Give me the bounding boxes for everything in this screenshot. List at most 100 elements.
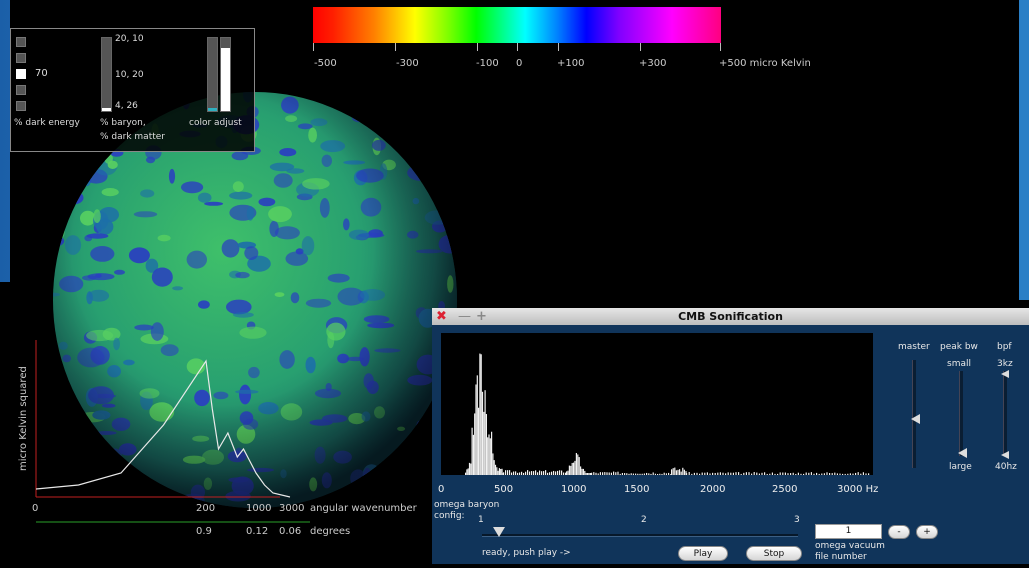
baryon-config-slider-thumb[interactable]: [493, 527, 505, 537]
baryon-mid-value: 10, 20: [115, 70, 144, 80]
sky-anisotropy-spot: [393, 93, 401, 113]
spectrum-bar: [748, 472, 750, 475]
spectrum-bar: [797, 472, 799, 475]
spectrum-bar: [709, 473, 711, 475]
color-adjust-high-slider[interactable]: [220, 37, 231, 112]
spectrum-bar: [868, 473, 870, 475]
audio-spectrum-display: [441, 333, 873, 475]
spectrum-bar: [511, 472, 513, 475]
dark-energy-value: 70: [35, 68, 48, 79]
spectrum-bar: [549, 472, 551, 475]
spectrum-bar: [471, 427, 473, 475]
spectrum-bar: [574, 460, 576, 475]
spectrum-bar: [527, 470, 529, 475]
ps-degree-label: degrees: [310, 526, 351, 537]
sky-anisotropy-spot: [434, 122, 457, 128]
bpf-low-thumb[interactable]: [1001, 451, 1009, 459]
spectrum-bar: [696, 472, 698, 475]
spectrum-bar: [589, 473, 591, 475]
master-volume-thumb[interactable]: [911, 414, 920, 424]
spectrum-bar: [515, 471, 517, 475]
spectrum-bar: [675, 470, 677, 475]
spectrum-bar: [792, 472, 794, 475]
spectrum-bar: [632, 473, 634, 475]
colorbar-label: +300: [639, 58, 667, 69]
spectrum-bar: [507, 470, 509, 475]
file-number-increment-button[interactable]: +: [916, 525, 938, 539]
spectrum-bar: [476, 375, 478, 475]
dark-energy-option[interactable]: [16, 53, 26, 63]
colorbar-label: +500 micro Kelvin: [719, 58, 811, 69]
spectrum-bar: [484, 390, 486, 475]
spectrum-bar: [635, 473, 637, 475]
spectrum-bar: [615, 472, 617, 475]
spectrum-bar: [551, 471, 553, 475]
spectrum-bar: [597, 473, 599, 475]
sky-anisotropy-spot: [431, 92, 445, 96]
hz-tick: 1000: [561, 484, 587, 495]
spectrum-bar: [683, 469, 685, 475]
config-tick: 3: [794, 515, 800, 525]
spectrum-bar: [488, 434, 490, 475]
file-number-decrement-button[interactable]: -: [888, 525, 910, 539]
spectrum-bar: [624, 473, 626, 475]
maximize-window-icon[interactable]: +: [476, 309, 487, 324]
spectrum-bar: [691, 473, 693, 475]
spectrum-bar: [641, 473, 643, 475]
peak-bw-slider[interactable]: [959, 371, 963, 456]
spectrum-bar: [761, 472, 763, 475]
peak-bw-thumb[interactable]: [958, 448, 967, 458]
spectrum-bar: [782, 472, 784, 475]
play-button[interactable]: Play: [678, 546, 728, 561]
stop-button[interactable]: Stop: [746, 546, 802, 561]
spectrum-bar: [539, 470, 541, 475]
ps-x-tick: 0: [32, 503, 39, 514]
spectrum-bar: [738, 472, 740, 475]
dark-energy-option-selected[interactable]: [16, 69, 26, 79]
dark-energy-option[interactable]: [16, 85, 26, 95]
spectrum-bar: [621, 472, 623, 475]
spectrum-bar: [706, 472, 708, 475]
colorbar-label: -300: [396, 58, 419, 69]
omega-vacuum-label: omega vacuum: [815, 541, 885, 551]
spectrum-bar: [619, 473, 621, 475]
spectrum-bar: [582, 468, 584, 475]
spectrum-bar: [646, 472, 648, 475]
spectrum-bar: [758, 473, 760, 475]
file-number-input[interactable]: 1: [815, 524, 882, 539]
spectrum-bar: [756, 472, 758, 475]
spectrum-bar: [523, 472, 525, 475]
spectrum-bar: [494, 464, 497, 475]
window-title: CMB Sonification: [678, 310, 783, 323]
spectrum-bar: [509, 470, 511, 475]
ps-degree-tick: 0.12: [246, 526, 269, 537]
spectrum-bar: [493, 460, 495, 475]
spectrum-bar: [606, 472, 608, 475]
spectrum-bar: [665, 473, 667, 475]
spectrum-bar: [670, 473, 672, 475]
spectrum-bar: [847, 473, 849, 475]
baryon-config-slider[interactable]: [482, 534, 798, 537]
baryon-slider[interactable]: [101, 37, 112, 112]
minimize-window-icon[interactable]: —: [458, 309, 471, 324]
dark-energy-option[interactable]: [16, 101, 26, 111]
spectrum-bar: [816, 472, 818, 475]
close-window-icon[interactable]: ✖: [436, 309, 447, 324]
spectrum-bar: [805, 472, 807, 475]
spectrum-bar: [668, 472, 670, 475]
bpf-high-thumb[interactable]: [1001, 370, 1009, 378]
spectrum-bar: [860, 473, 862, 475]
spectrum-bar: [693, 472, 695, 475]
sky-anisotropy-spot: [76, 177, 86, 190]
spectrum-bar: [834, 472, 836, 475]
color-adjust-low-slider[interactable]: [207, 37, 218, 112]
sky-anisotropy-spot: [56, 169, 69, 189]
spectrum-bar: [745, 472, 747, 475]
bpf-slider[interactable]: [1003, 371, 1007, 456]
spectrum-bar: [818, 473, 820, 475]
dark-energy-option[interactable]: [16, 37, 26, 47]
spectrum-bar: [717, 472, 719, 475]
cmb-sky-sphere[interactable]: [52, 90, 458, 510]
window-title-bar[interactable]: CMB Sonification: [432, 308, 1029, 325]
spectrum-bar: [475, 384, 477, 475]
